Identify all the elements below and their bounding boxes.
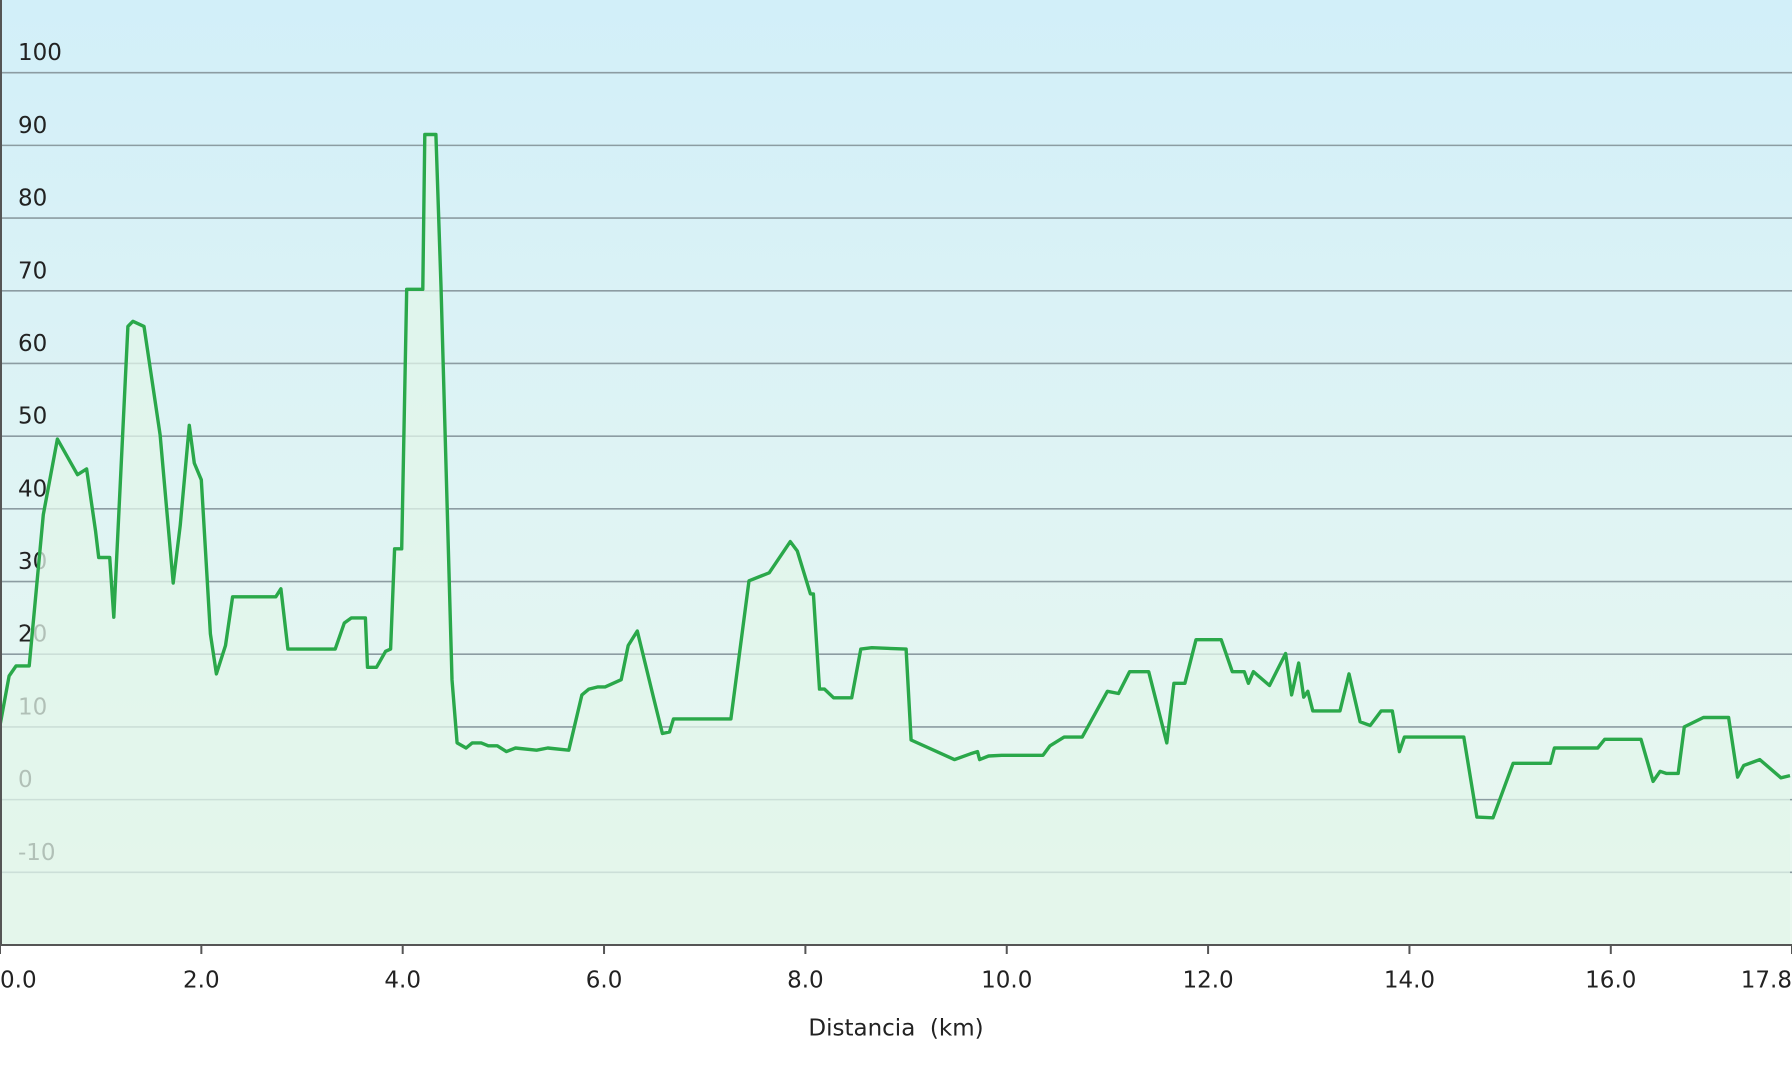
x-tick-label: 0.0 <box>0 968 37 994</box>
y-tick-label: 40 <box>18 476 47 502</box>
x-tick-label: 4.0 <box>384 968 421 994</box>
elevation-line <box>0 132 1791 820</box>
y-tick-label: 60 <box>18 331 47 357</box>
x-tick-label: 2.0 <box>183 968 220 994</box>
x-tick-label: 16.0 <box>1585 968 1636 994</box>
y-tick-label: 90 <box>18 113 47 139</box>
x-tick-label: 12.0 <box>1182 968 1233 994</box>
x-tick-label: 6.0 <box>586 968 623 994</box>
x-tick-label: 17.8 <box>1741 968 1792 994</box>
x-tick-label: 10.0 <box>981 968 1032 994</box>
area-fill <box>0 134 1790 945</box>
y-tick-label: 100 <box>18 40 62 66</box>
y-tick-label: 50 <box>18 404 47 430</box>
x-axis-title: Distancia (km) <box>808 1016 983 1042</box>
y-tick-label: 80 <box>18 186 47 212</box>
x-tick-label: 8.0 <box>787 968 824 994</box>
axis-band <box>0 945 1792 1067</box>
x-tick-label: 14.0 <box>1384 968 1435 994</box>
y-tick-label: 70 <box>18 258 47 284</box>
